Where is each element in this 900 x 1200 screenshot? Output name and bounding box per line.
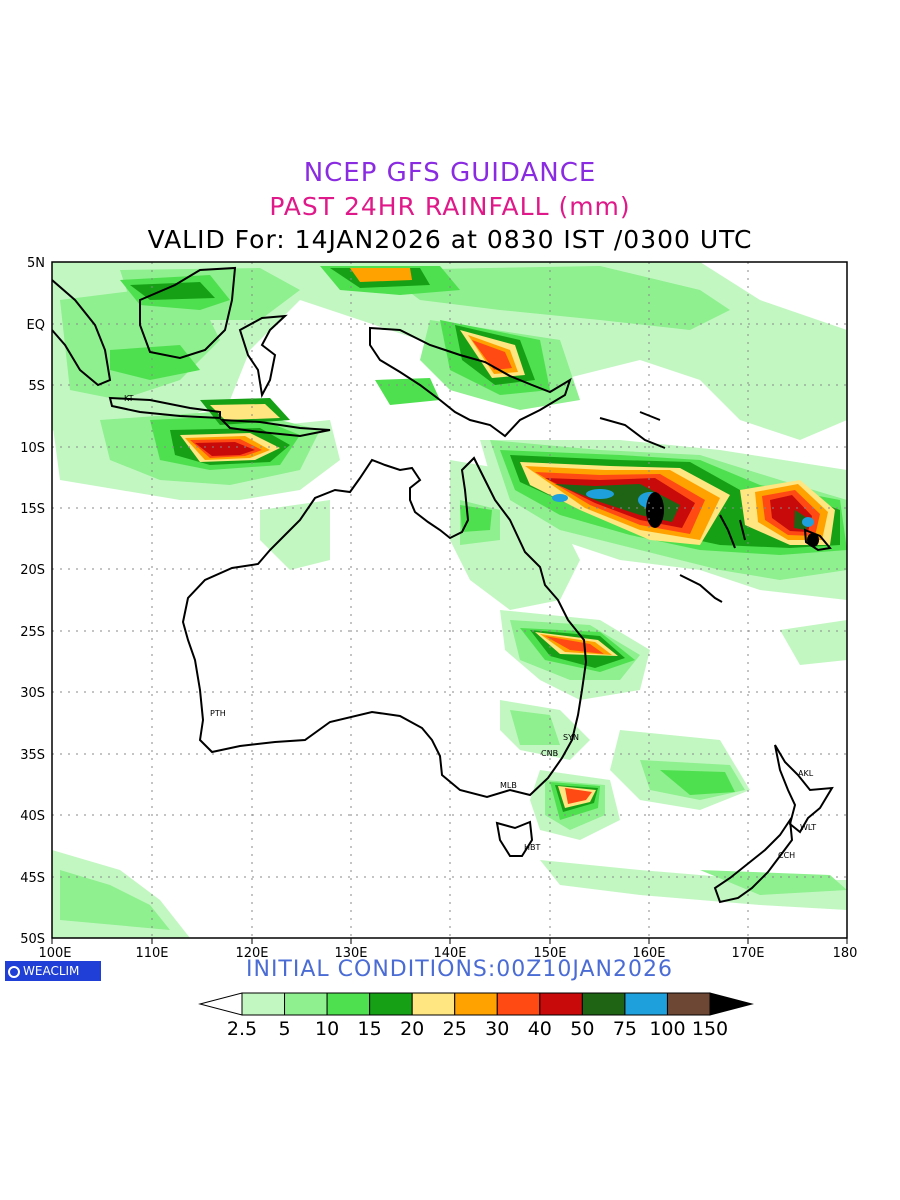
scale-label: 30 — [485, 1018, 509, 1040]
scale-label: 15 — [358, 1018, 382, 1040]
new-zealand-north-coast — [774, 744, 834, 834]
city-markers: KT PTH SYN CNB MLB HBT AKL WLT CCH — [124, 394, 816, 860]
scale-label: 5 — [278, 1018, 290, 1040]
city-label-mlb: MLB — [500, 781, 517, 790]
vanuatu-coast — [719, 514, 746, 549]
fiji-coast — [803, 528, 832, 552]
lat-label: 35S — [20, 748, 45, 763]
scale-swatch — [539, 992, 583, 1016]
city-label-pth: PTH — [210, 709, 226, 718]
title-rainfall: PAST 24HR RAINFALL (mm) — [269, 192, 631, 221]
scale-label: 25 — [443, 1018, 467, 1040]
scale-swatch — [709, 992, 754, 1016]
lat-labels: 5N EQ 5S 10S 15S 20S 25S 30S 35S 40S 45S… — [20, 256, 45, 947]
city-label-kt: KT — [124, 394, 134, 403]
color-scale-swatches — [198, 992, 754, 1016]
scale-label: 75 — [613, 1018, 637, 1040]
rainfall-field — [52, 262, 847, 938]
lat-label: 20S — [20, 563, 45, 578]
lat-label: EQ — [27, 318, 45, 333]
lon-label: 170E — [731, 946, 764, 961]
borneo-coast — [139, 266, 237, 360]
new-caledonia-coast — [679, 574, 723, 603]
scale-label: 10 — [315, 1018, 339, 1040]
city-label-hbt: HBT — [524, 843, 541, 852]
copyright-circle-icon — [8, 966, 20, 978]
lat-label: 50S — [20, 932, 45, 947]
scale-swatch — [284, 992, 328, 1016]
scale-label: 150 — [692, 1018, 728, 1040]
city-label-akl: AKL — [798, 769, 814, 778]
lon-label: 160E — [632, 946, 665, 961]
scale-label: 100 — [649, 1018, 685, 1040]
sulawesi-coast — [238, 314, 288, 399]
lon-label: 110E — [135, 946, 168, 961]
lon-label: 130E — [334, 946, 367, 961]
scale-swatch — [624, 992, 668, 1016]
lat-label: 45S — [20, 871, 45, 886]
scale-swatch — [581, 992, 626, 1016]
australia-coast — [181, 456, 588, 799]
scale-swatch — [198, 992, 243, 1016]
lon-labels: 100E 110E 120E 130E 140E 150E 160E 170E … — [38, 946, 857, 961]
city-label-syn: SYN — [563, 733, 579, 742]
lat-label: 40S — [20, 809, 45, 824]
scale-swatch — [411, 992, 456, 1016]
new-guinea-coast — [369, 326, 572, 438]
lat-label: 5S — [28, 379, 45, 394]
lat-lon-grid — [52, 262, 847, 938]
lon-label: 120E — [235, 946, 268, 961]
sumatra-coast — [52, 279, 112, 387]
scale-swatch — [241, 992, 286, 1016]
lat-label: 25S — [20, 625, 45, 640]
initial-conditions: INITIAL CONDITIONS:00Z10JAN2026 — [246, 957, 673, 982]
scale-swatch — [326, 992, 371, 1016]
weaclim-logo: WEACLIM — [5, 961, 101, 981]
java-coast — [108, 396, 221, 420]
lat-label: 10S — [20, 441, 45, 456]
lat-label: 5N — [27, 256, 45, 271]
lon-label: 180 — [833, 946, 858, 961]
city-label-wlt: WLT — [800, 823, 816, 832]
color-scale-labels: 2.5 5 10 15 20 25 30 40 50 75 100 150 — [227, 1018, 728, 1040]
title-guidance: NCEP GFS GUIDANCE — [303, 158, 597, 188]
city-label-cnb: CNB — [541, 749, 558, 758]
city-label-cch: CCH — [778, 851, 795, 860]
coastlines — [52, 266, 834, 904]
lesser-sunda-coast — [219, 418, 331, 438]
tasmania-coast — [495, 820, 534, 857]
scale-swatch — [454, 992, 498, 1016]
lat-label: 15S — [20, 502, 45, 517]
axis-ticks — [51, 938, 848, 944]
scale-swatch — [666, 992, 711, 1016]
lon-label: 150E — [533, 946, 566, 961]
logo-text: WEACLIM — [23, 964, 80, 978]
lon-label: 100E — [38, 946, 71, 961]
scale-label: 40 — [528, 1018, 552, 1040]
title-valid-time: VALID For: 14JAN2026 at 0830 IST /0300 U… — [147, 225, 753, 254]
new-zealand-south-coast — [713, 817, 794, 904]
scale-label: 20 — [400, 1018, 424, 1040]
scale-label: 50 — [570, 1018, 594, 1040]
scale-swatch — [369, 992, 413, 1016]
lat-label: 30S — [20, 686, 45, 701]
lon-label: 140E — [433, 946, 466, 961]
scale-label: 2.5 — [227, 1018, 257, 1040]
solomon-islands-coast — [599, 411, 666, 449]
scale-swatch — [496, 992, 541, 1016]
